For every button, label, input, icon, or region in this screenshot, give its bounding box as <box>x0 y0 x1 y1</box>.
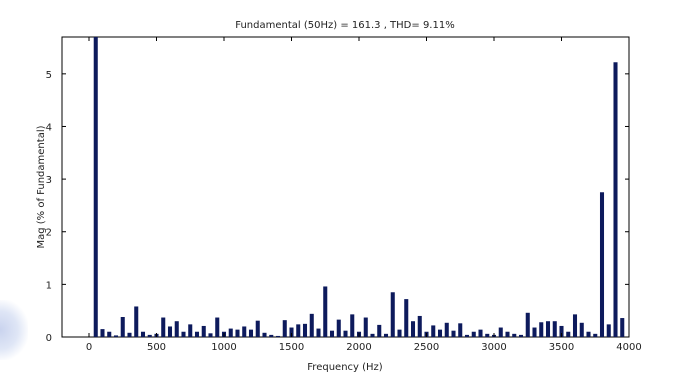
bar-200hz <box>113 335 119 337</box>
x-tick-label-500: 500 <box>147 342 166 353</box>
bar-700hz <box>181 331 186 337</box>
bar-450hz <box>147 334 152 337</box>
bar-350hz <box>134 306 139 337</box>
bar-550hz <box>161 317 166 337</box>
y-tick-label-5: 5 <box>46 70 52 81</box>
bar-1200hz <box>248 329 254 337</box>
x-tick-label-2500: 2500 <box>414 342 439 353</box>
y-tick-label-1: 1 <box>46 280 52 291</box>
bar-2900hz <box>478 329 483 337</box>
bar-400hz <box>140 331 146 337</box>
bar-250hz <box>120 317 125 337</box>
bar-1900hz <box>343 330 348 337</box>
bar-3150hz <box>512 333 517 337</box>
bar-3550hz <box>566 331 571 337</box>
bar-1150hz <box>242 326 247 337</box>
bar-1400hz <box>275 335 281 337</box>
bar-1850hz <box>336 319 341 337</box>
bar-2050hz <box>363 317 368 337</box>
y-tick-label-3: 3 <box>46 175 52 186</box>
bar-2250hz <box>390 292 395 337</box>
y-axis-label: Mag (% of Fundamental) <box>36 125 47 248</box>
bar-950hz <box>215 317 220 337</box>
bar-1700hz <box>316 328 321 337</box>
bar-1600hz <box>302 323 308 337</box>
bar-2850hz <box>471 331 476 337</box>
bar-3600hz <box>572 314 578 337</box>
bar-3250hz <box>525 312 530 337</box>
bar-3100hz <box>505 331 510 337</box>
bar-3700hz <box>586 331 591 337</box>
bar-50hz <box>93 37 98 337</box>
bar-2150hz <box>377 324 382 337</box>
bar-3650hz <box>579 322 584 337</box>
bar-3850hz <box>606 324 611 337</box>
chart-title: Fundamental (50Hz) = 161.3 , THD= 9.11% <box>235 20 454 31</box>
bar-3950hz <box>620 318 625 337</box>
bar-3350hz <box>539 322 544 337</box>
bar-800hz <box>194 331 200 337</box>
x-tick-label-2000: 2000 <box>346 342 371 353</box>
x-tick-label-0: 0 <box>86 342 92 353</box>
bar-2950hz <box>485 333 490 337</box>
bar-2800hz <box>464 334 470 337</box>
bar-750hz <box>188 324 193 337</box>
bar-3300hz <box>532 327 537 337</box>
bar-3750hz <box>593 333 598 337</box>
bar-2750hz <box>458 323 463 337</box>
bar-1500hz <box>289 327 294 337</box>
bar-1650hz <box>309 313 314 337</box>
bar-1100hz <box>235 329 240 337</box>
y-tick-label-4: 4 <box>46 122 52 133</box>
bar-2550hz <box>431 325 436 337</box>
bar-3900hz <box>613 62 618 337</box>
bar-3450hz <box>552 321 557 337</box>
bar-1550hz <box>296 324 301 337</box>
x-tick-label-1500: 1500 <box>279 342 304 353</box>
bar-2600hz <box>437 329 443 337</box>
bar-900hz <box>208 333 213 337</box>
plot-area <box>61 36 630 338</box>
bar-3400hz <box>545 321 551 337</box>
bar-100hz <box>100 329 105 337</box>
bar-2450hz <box>417 315 422 337</box>
bar-600hz <box>167 326 173 337</box>
bar-650hz <box>174 321 179 337</box>
bar-3800hz <box>599 192 605 337</box>
bar-2700hz <box>451 330 456 337</box>
bar-2200hz <box>383 333 389 337</box>
bar-1050hz <box>228 328 233 337</box>
bar-2100hz <box>370 333 375 337</box>
y-tick-label-0: 0 <box>46 333 52 344</box>
bar-2300hz <box>397 329 402 337</box>
bar-850hz <box>201 325 206 337</box>
x-tick-label-3000: 3000 <box>481 342 506 353</box>
y-tick-label-2: 2 <box>46 228 52 239</box>
bar-1750hz <box>323 286 328 337</box>
bar-1250hz <box>255 320 260 337</box>
bar-1300hz <box>262 332 267 337</box>
bar-300hz <box>127 332 132 337</box>
bar-3500hz <box>559 325 564 337</box>
bar-1350hz <box>269 334 274 337</box>
bar-3200hz <box>518 334 524 337</box>
x-tick-label-1000: 1000 <box>211 342 236 353</box>
x-axis-label: Frequency (Hz) <box>307 362 383 373</box>
bar-3050hz <box>498 327 503 337</box>
bar-2400hz <box>410 321 416 337</box>
x-tick-label-4000: 4000 <box>616 342 641 353</box>
x-tick-label-3500: 3500 <box>549 342 574 353</box>
bar-150hz <box>107 331 112 337</box>
bar-2650hz <box>444 322 449 337</box>
bar-1800hz <box>329 330 335 337</box>
bar-1950hz <box>350 314 355 337</box>
watermark-blob <box>0 300 28 360</box>
bar-2350hz <box>404 299 409 337</box>
bar-1450hz <box>282 320 287 337</box>
ticks-group: 0 500 1000 1500 2000 2500 3000 3500 4000 0 1 2 3 4 5 <box>46 37 642 353</box>
